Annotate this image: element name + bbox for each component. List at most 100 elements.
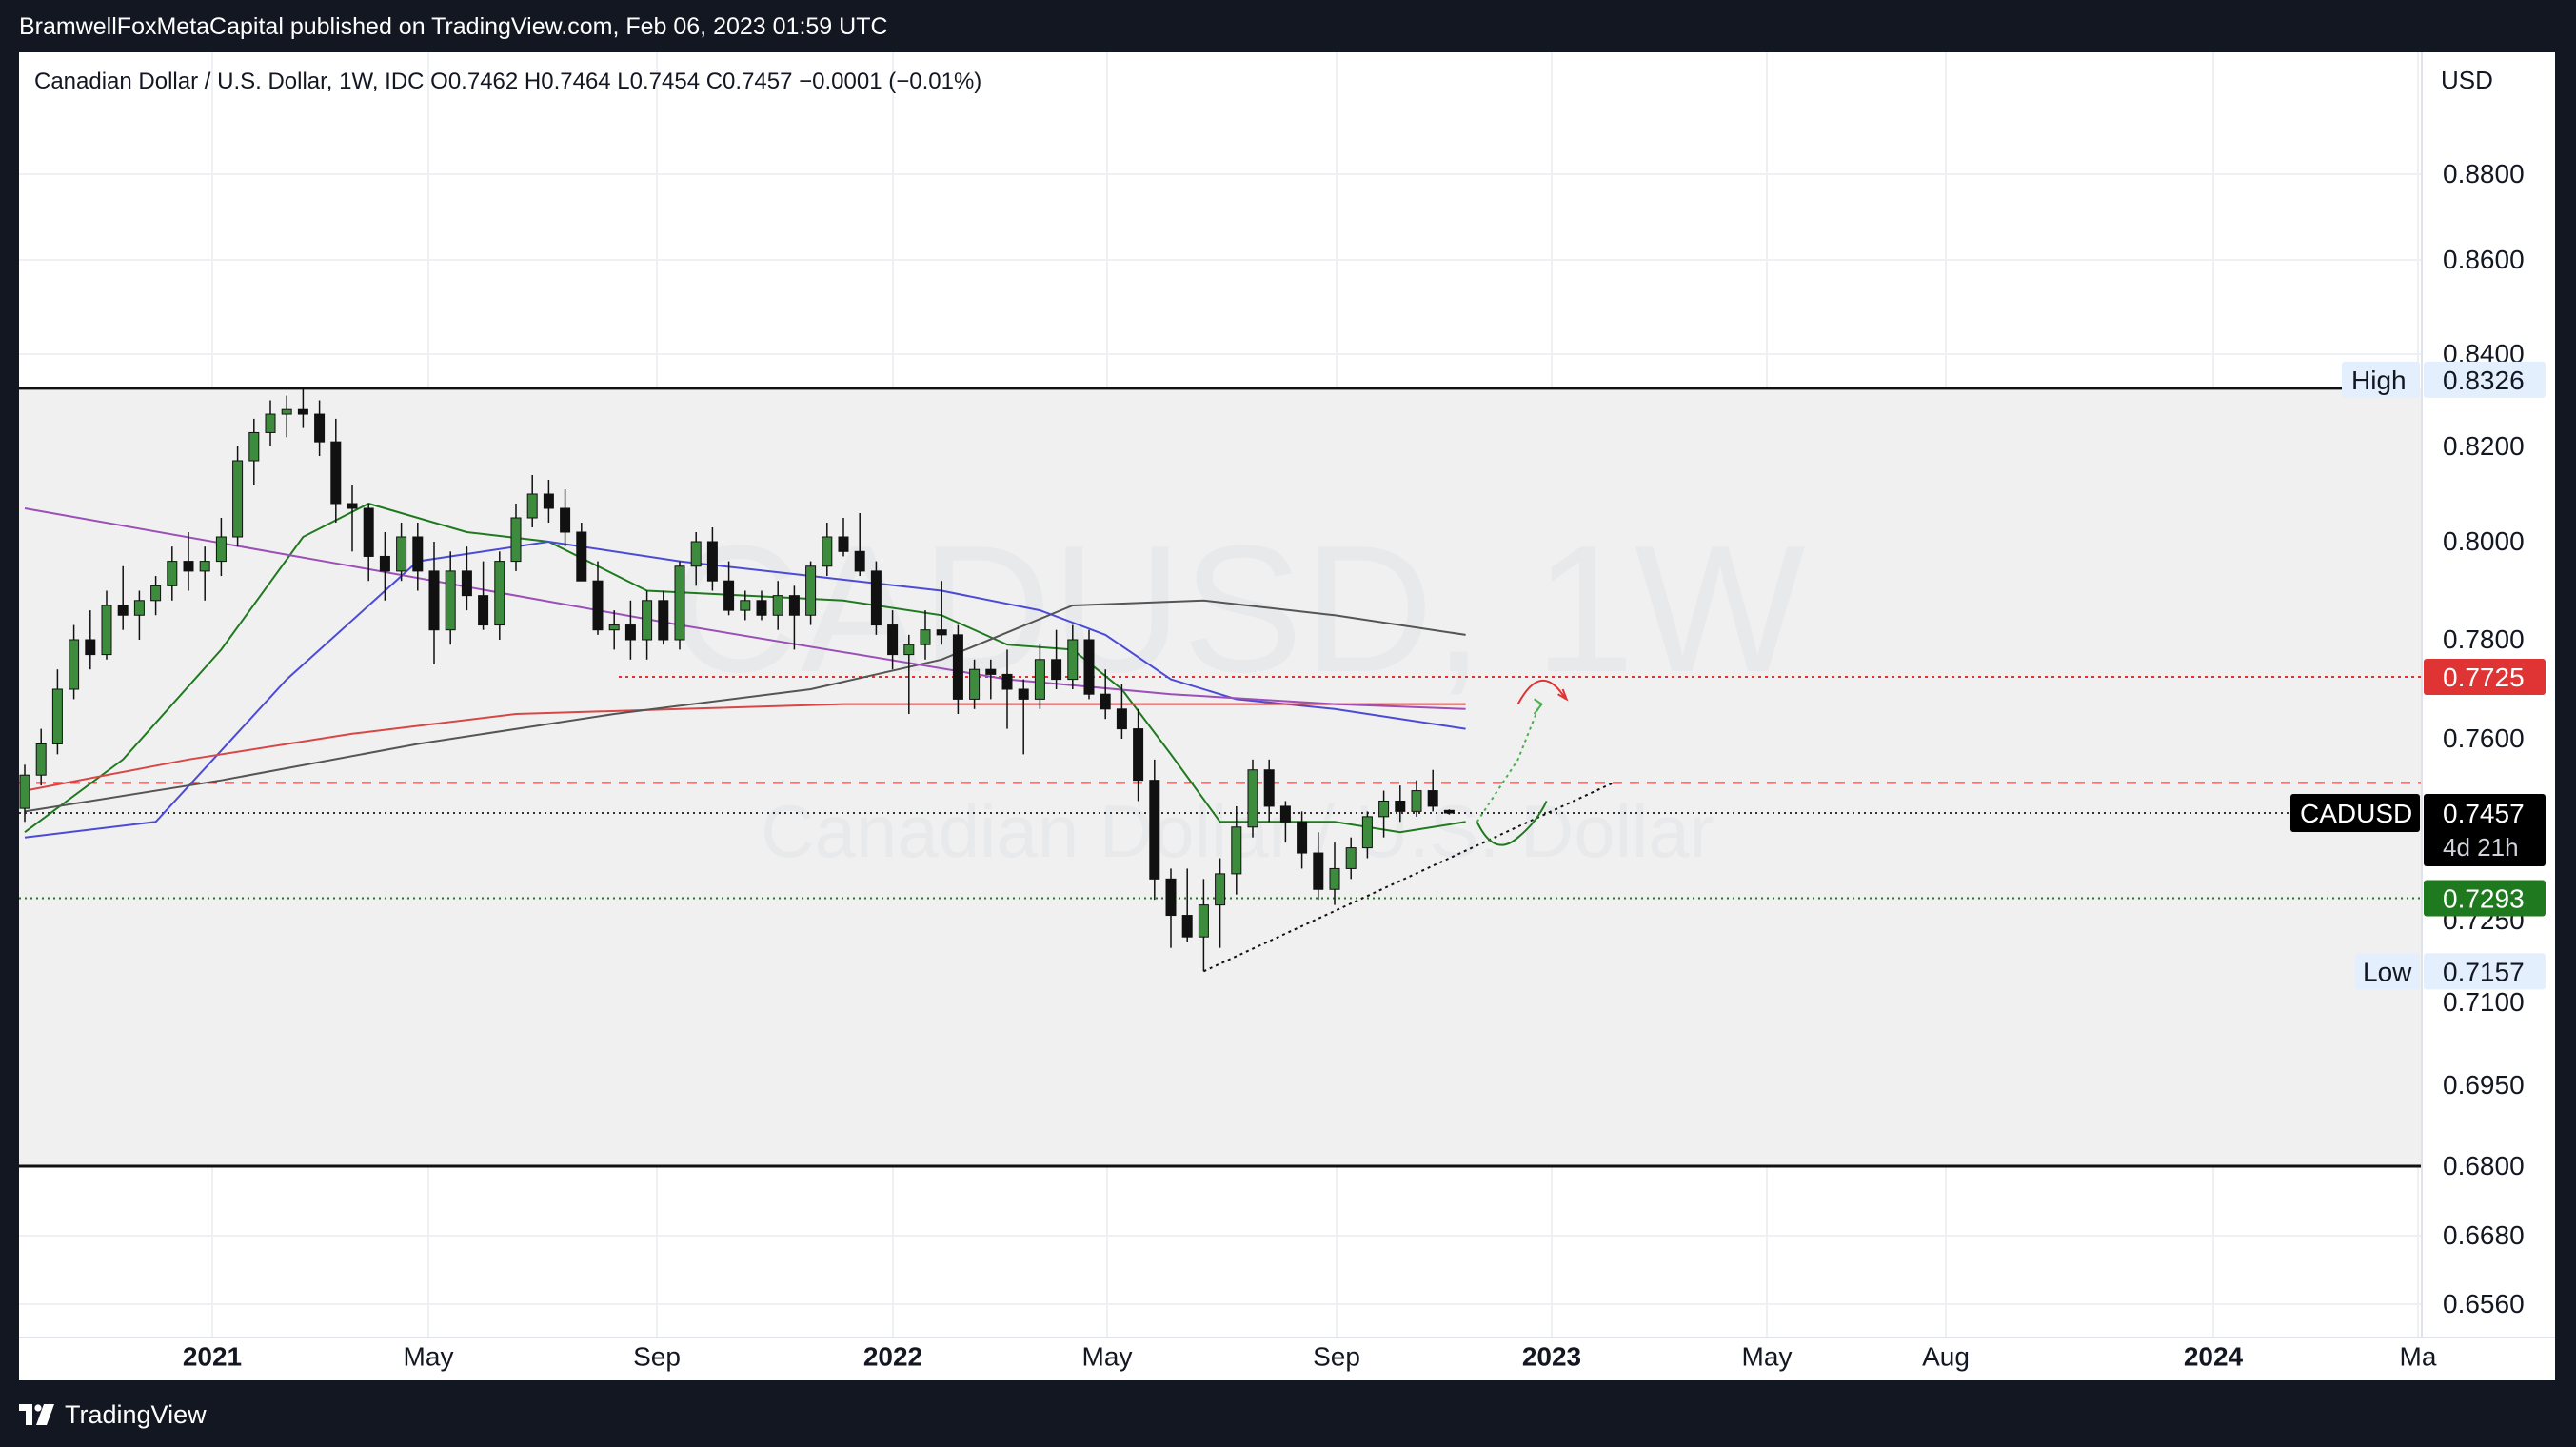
chart-panel[interactable]: CADUSD, 1W Canadian Dollar / U.S. Dollar C…: [19, 52, 2555, 1380]
candle-down[interactable]: [478, 595, 489, 626]
candle-down[interactable]: [1395, 800, 1406, 812]
candle-down[interactable]: [1297, 821, 1308, 854]
candle-down[interactable]: [1279, 805, 1291, 823]
candle-up[interactable]: [51, 688, 63, 744]
candle-down[interactable]: [838, 536, 849, 552]
candle-up[interactable]: [281, 408, 292, 415]
candle-up[interactable]: [248, 431, 260, 462]
support-price-tag: 0.7293: [2443, 884, 2525, 914]
ascending-trendline[interactable]: [1202, 782, 1614, 973]
candle-down[interactable]: [1427, 790, 1438, 807]
candle-up[interactable]: [167, 561, 178, 586]
candle-down[interactable]: [1443, 809, 1455, 814]
candle-up[interactable]: [1345, 847, 1357, 869]
candle-up[interactable]: [19, 774, 30, 809]
candle-up[interactable]: [1215, 873, 1226, 906]
time-tick-label: Aug: [1922, 1341, 1970, 1371]
candle-down[interactable]: [887, 624, 899, 656]
price-tick-label: 0.8000: [2443, 526, 2525, 556]
candle-down[interactable]: [1313, 852, 1324, 890]
candle-down[interactable]: [952, 634, 963, 700]
time-tick-label: 2022: [863, 1341, 922, 1371]
candle-down[interactable]: [1100, 693, 1111, 710]
candle-up[interactable]: [674, 565, 685, 641]
candle-down[interactable]: [985, 668, 997, 675]
candle-down[interactable]: [1133, 728, 1144, 782]
candle-up[interactable]: [642, 600, 653, 641]
candle-up[interactable]: [1247, 769, 1258, 828]
candle-down[interactable]: [1181, 915, 1193, 938]
candle-down[interactable]: [347, 503, 358, 509]
candle-down[interactable]: [658, 600, 669, 641]
candle-up[interactable]: [1329, 867, 1340, 890]
candle-down[interactable]: [756, 600, 767, 616]
candle-down[interactable]: [461, 570, 472, 597]
candle-up[interactable]: [1411, 790, 1422, 812]
candle-up[interactable]: [101, 605, 112, 656]
candle-up[interactable]: [1231, 826, 1242, 875]
candle-up[interactable]: [510, 517, 522, 563]
candle-down[interactable]: [183, 561, 194, 572]
candle-down[interactable]: [1083, 639, 1095, 695]
candle-down[interactable]: [870, 570, 882, 626]
time-tick-label: Ma: [2400, 1341, 2437, 1371]
low-label-bg: [2355, 953, 2420, 990]
candle-down[interactable]: [1051, 659, 1062, 681]
candle-down[interactable]: [379, 555, 390, 572]
candle-up[interactable]: [396, 536, 407, 572]
candle-up[interactable]: [1198, 904, 1209, 938]
candle-down[interactable]: [117, 605, 129, 616]
candle-down[interactable]: [560, 507, 571, 533]
candle-down[interactable]: [788, 595, 800, 616]
candle-up[interactable]: [150, 585, 162, 602]
candle-down[interactable]: [363, 507, 374, 557]
candle-up[interactable]: [526, 493, 538, 519]
candle-up[interactable]: [1067, 639, 1079, 681]
candle-up[interactable]: [232, 460, 244, 538]
candle-down[interactable]: [85, 639, 96, 656]
candle-up[interactable]: [215, 536, 227, 563]
candle-down[interactable]: [330, 441, 342, 505]
candle-up[interactable]: [740, 600, 751, 611]
candle-down[interactable]: [723, 580, 735, 611]
candle-down[interactable]: [854, 550, 865, 572]
candle-down[interactable]: [706, 541, 718, 582]
candle-up[interactable]: [822, 536, 833, 567]
price-tick-label: 0.6950: [2443, 1070, 2525, 1100]
candle-up[interactable]: [1378, 800, 1390, 818]
candle-down[interactable]: [1149, 780, 1160, 880]
candle-down[interactable]: [1018, 688, 1029, 700]
candle-up[interactable]: [772, 595, 783, 616]
candle-down[interactable]: [1263, 769, 1275, 807]
candle-up[interactable]: [969, 668, 981, 700]
candle-down[interactable]: [592, 580, 604, 631]
tradingview-brand[interactable]: TradingView: [19, 1399, 207, 1430]
candle-up[interactable]: [35, 743, 47, 776]
candle-up[interactable]: [1361, 816, 1373, 849]
price-tick-label: 0.8200: [2443, 431, 2525, 461]
candle-down[interactable]: [624, 624, 636, 641]
candle-up[interactable]: [608, 624, 620, 631]
candle-up[interactable]: [690, 541, 702, 567]
candle-down[interactable]: [576, 531, 587, 582]
candle-up[interactable]: [805, 565, 817, 616]
candle-down[interactable]: [1001, 673, 1013, 690]
candle-down[interactable]: [936, 629, 947, 636]
candle-down[interactable]: [1116, 708, 1127, 730]
candle-up[interactable]: [199, 561, 210, 572]
candle-down[interactable]: [543, 493, 554, 509]
candle-up[interactable]: [903, 644, 915, 656]
candle-down[interactable]: [314, 413, 326, 443]
candle-up[interactable]: [920, 629, 931, 645]
candle-down[interactable]: [412, 536, 424, 572]
candle-up[interactable]: [265, 413, 276, 433]
candle-down[interactable]: [1165, 878, 1177, 917]
candle-up[interactable]: [133, 600, 145, 616]
candle-up[interactable]: [1034, 659, 1045, 700]
candle-up[interactable]: [445, 570, 456, 631]
candle-up[interactable]: [494, 561, 505, 626]
candle-up[interactable]: [69, 639, 80, 690]
candle-down[interactable]: [428, 570, 440, 631]
candle-down[interactable]: [297, 408, 308, 415]
